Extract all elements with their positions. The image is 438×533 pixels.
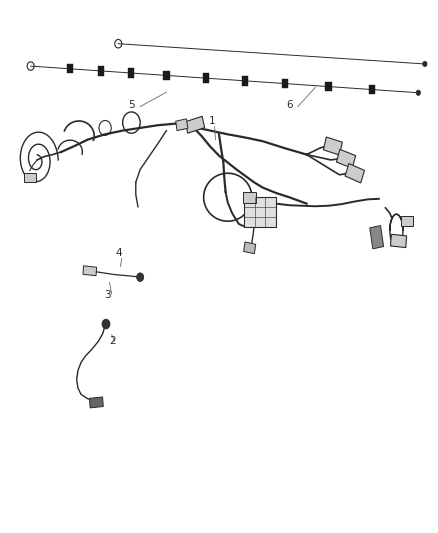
Polygon shape bbox=[325, 82, 332, 91]
Polygon shape bbox=[336, 149, 356, 168]
Polygon shape bbox=[282, 79, 288, 88]
Circle shape bbox=[416, 90, 420, 95]
Text: 6: 6 bbox=[286, 100, 293, 110]
Bar bbox=[244, 197, 276, 227]
Text: 5: 5 bbox=[128, 100, 135, 110]
Text: 4: 4 bbox=[116, 248, 123, 258]
Circle shape bbox=[137, 273, 144, 281]
Polygon shape bbox=[128, 68, 134, 78]
Polygon shape bbox=[163, 71, 170, 80]
Text: 2: 2 bbox=[110, 336, 117, 346]
Polygon shape bbox=[323, 137, 343, 155]
Polygon shape bbox=[98, 66, 104, 76]
Polygon shape bbox=[203, 74, 209, 83]
Polygon shape bbox=[345, 164, 364, 183]
Text: 1: 1 bbox=[209, 116, 216, 126]
Polygon shape bbox=[24, 173, 36, 182]
Polygon shape bbox=[83, 266, 97, 276]
Polygon shape bbox=[401, 216, 413, 226]
Polygon shape bbox=[391, 235, 406, 247]
Circle shape bbox=[102, 319, 110, 329]
Polygon shape bbox=[243, 192, 256, 203]
Polygon shape bbox=[185, 116, 205, 133]
Polygon shape bbox=[244, 242, 256, 254]
Polygon shape bbox=[67, 64, 73, 74]
Text: 3: 3 bbox=[104, 290, 111, 301]
Polygon shape bbox=[176, 119, 188, 131]
Polygon shape bbox=[242, 76, 248, 85]
Polygon shape bbox=[369, 85, 375, 94]
Circle shape bbox=[423, 61, 427, 67]
Polygon shape bbox=[370, 225, 384, 249]
Polygon shape bbox=[89, 397, 103, 408]
